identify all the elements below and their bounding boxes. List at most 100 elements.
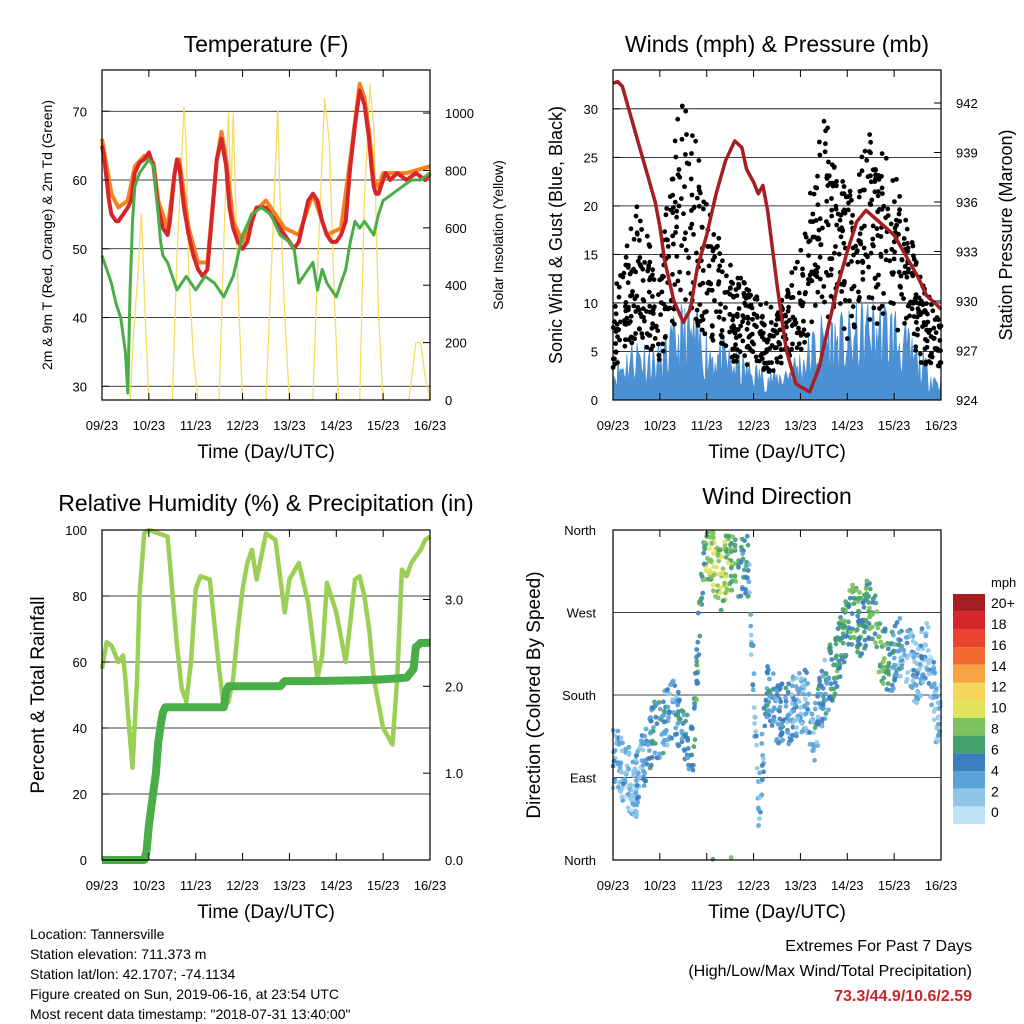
gust-point [920,302,926,308]
direction-point [751,671,757,677]
direction-point [789,683,795,689]
gust-point [847,298,852,304]
direction-point [704,568,709,574]
direction-point [828,681,834,687]
x-tick-label: 12/23 [226,418,259,433]
direction-point [870,596,876,602]
gust-point [651,277,657,282]
gust-point [653,324,659,330]
direction-point [728,587,734,593]
humidity-panel: Relative Humidity (%) & Precipitation (i… [28,490,474,923]
direction-point [675,712,681,718]
direction-point [640,768,646,774]
direction-point [750,682,756,688]
winds-axes: 09/23 10/23 11/23 12/23 13/23 14/23 15/23 16/23… [584,70,978,433]
direction-point [697,633,703,639]
direction-point [875,625,881,631]
gust-point [888,221,894,227]
gust-point [694,195,700,201]
gust-point [633,331,638,336]
gust-point [842,210,848,216]
humidity-frame [101,529,431,861]
gust-point [834,179,839,184]
gust-point [933,330,939,335]
direction-point [630,759,636,765]
direction-point [694,647,700,652]
winds-frame [612,69,942,401]
gust-point [840,228,845,234]
direction-point [656,700,662,705]
direction-point [919,655,925,661]
gust-point [810,234,816,240]
direction-point [866,594,872,599]
direction-point [783,695,788,701]
direction-point [636,746,642,752]
gust-point [618,319,623,325]
gust-point [867,132,873,138]
direction-point [774,692,780,698]
gust-point [678,287,683,293]
direction-point [829,697,835,702]
x-tick-label: 16/23 [925,878,958,893]
series-total-rainfall [102,638,430,864]
direction-ylabel: Direction (Colored By Speed) [524,571,545,818]
direction-point [810,742,816,748]
gust-point [790,341,795,347]
gust-point [817,139,822,145]
direction-point [701,561,707,567]
direction-point [710,551,716,556]
gust-point [656,341,661,347]
y-tick-label: South [562,688,596,703]
direction-point [924,620,930,626]
direction-point [896,630,902,635]
gust-point [734,314,740,319]
direction-point [882,642,887,648]
gust-point [718,301,723,307]
gust-point [624,243,630,249]
direction-point [934,693,940,699]
direction-point [878,639,884,645]
direction-point [634,809,639,814]
gust-point [864,157,870,163]
direction-point [809,711,815,717]
direction-point [885,681,891,686]
temperature-xlabel: Time (Day/UTC) [197,442,335,463]
direction-point [797,670,802,676]
info-latlon: Station lat/lon: 42.1707; -74.1134 [30,966,236,982]
series-2m-t [100,88,432,279]
direction-point [717,585,723,591]
direction-point [761,769,766,775]
temperature-y2label: Solar Insolation (Yellow) [490,160,506,310]
gust-point [927,327,933,333]
direction-point [697,599,702,605]
gust-point [717,251,723,256]
gust-point [854,248,860,254]
gust-point [870,242,875,247]
x-tick-label: 10/23 [644,418,677,433]
gust-point [928,360,934,366]
direction-point [665,687,670,692]
gust-point [817,276,823,282]
gust-point [841,184,847,189]
y-tick-label: East [570,771,596,786]
direction-point [862,592,867,598]
legend-label: 6 [991,741,999,757]
gust-point [774,356,780,362]
direction-point [793,731,799,736]
gust-point [879,151,885,157]
gust-point [920,309,926,315]
gust-point [814,185,820,191]
direction-point [859,651,865,657]
gust-point [805,332,811,338]
direction-point [892,642,898,647]
direction-point [677,716,683,722]
direction-xlabel: Time (Day/UTC) [708,902,846,923]
direction-point [695,639,701,645]
gust-point [694,307,700,313]
gust-point [670,233,676,239]
gust-point [899,292,904,297]
winds-title: Winds (mph) & Pressure (mb) [625,31,929,57]
direction-point [869,624,875,630]
gust-point [626,304,631,310]
gust-point [691,232,696,237]
